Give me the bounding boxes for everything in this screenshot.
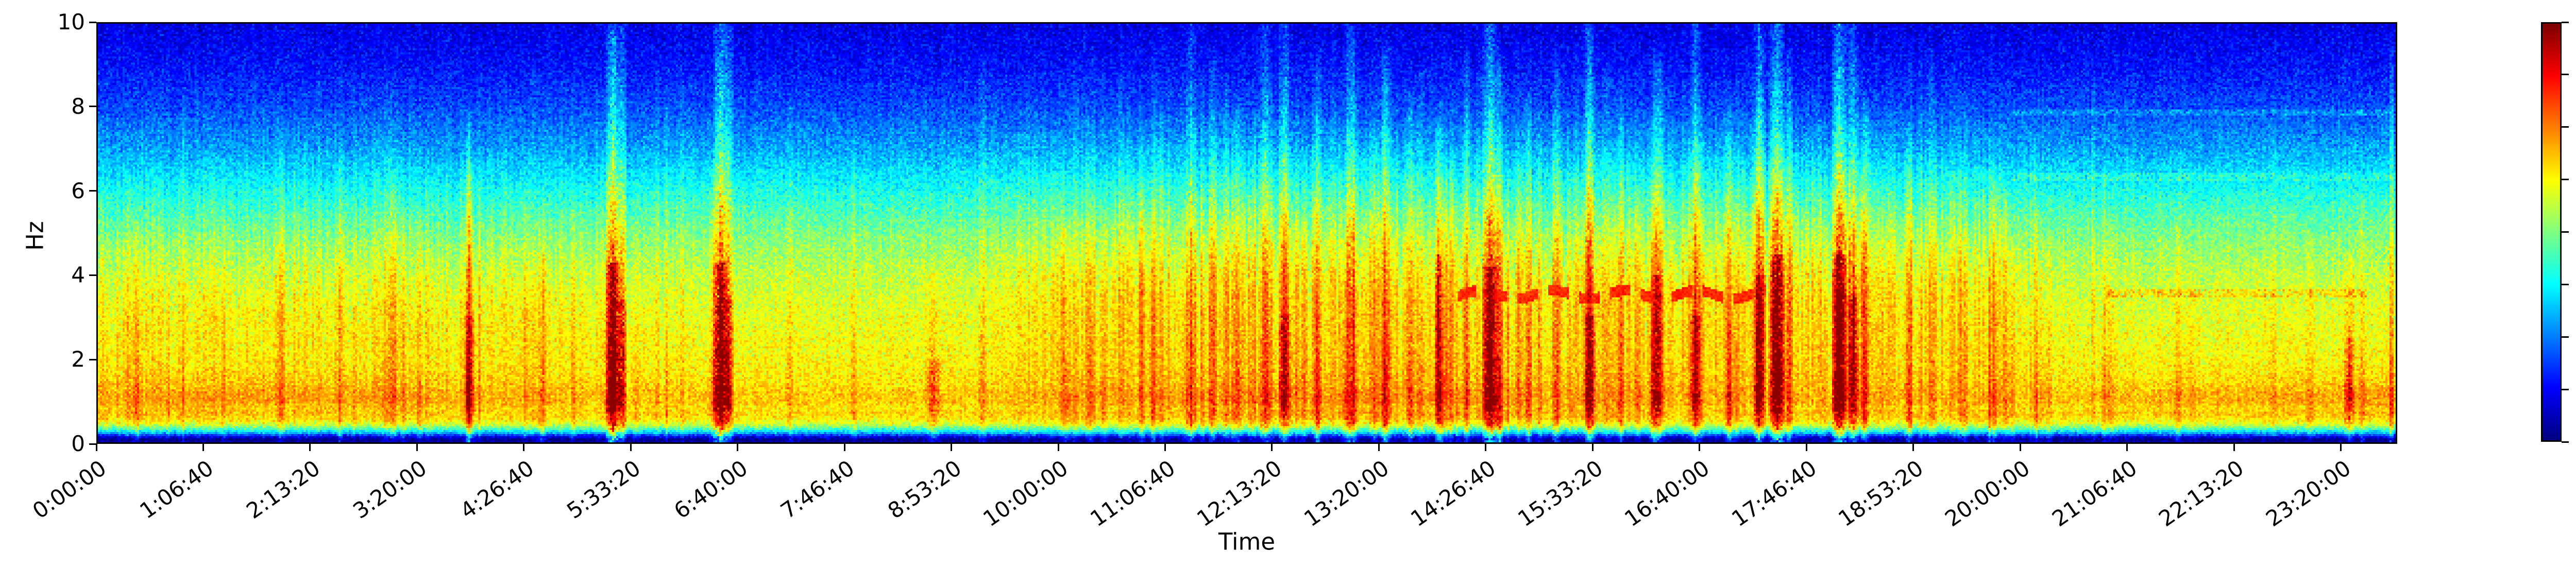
x-tick-mark (1912, 444, 1914, 451)
y-axis-title: Hz (21, 221, 49, 251)
x-tick-mark (1057, 444, 1059, 451)
x-tick-label: 2:13:20 (242, 455, 325, 524)
x-tick-label: 13:20:00 (1299, 455, 1394, 532)
x-tick-mark (1699, 444, 1701, 451)
colorbar-tick-mark (2562, 336, 2569, 338)
x-tick-mark (1805, 444, 1807, 451)
colorbar-tick-mark (2562, 21, 2569, 23)
x-tick-mark (951, 444, 953, 451)
x-tick-mark (1591, 444, 1594, 451)
x-tick-mark (1164, 444, 1166, 451)
x-tick-label: 7:46:40 (776, 455, 859, 524)
plot-area (96, 22, 2397, 444)
colorbar-tick-mark (2562, 126, 2569, 128)
x-tick-label: 14:26:40 (1406, 455, 1500, 532)
y-tick-mark (89, 274, 96, 276)
x-tick-mark (1271, 444, 1273, 451)
x-tick-mark (523, 444, 525, 451)
x-tick-label: 6:40:00 (669, 455, 752, 524)
colorbar-tick-label: -60 dB (2575, 326, 2576, 348)
x-tick-mark (2126, 444, 2128, 451)
x-tick-mark (737, 444, 739, 451)
y-tick-label: 6 (71, 178, 85, 203)
colorbar (2541, 22, 2562, 442)
x-tick-mark (843, 444, 845, 451)
x-tick-mark (416, 444, 418, 451)
spectrogram-canvas (98, 24, 2396, 442)
colorbar-tick-mark (2562, 283, 2569, 285)
x-tick-mark (309, 444, 311, 451)
y-tick-label: 0 (71, 431, 85, 456)
x-tick-mark (630, 444, 632, 451)
colorbar-tick-mark (2562, 388, 2569, 390)
colorbar-tick-label: -70 dB (2575, 378, 2576, 400)
colorbar-tick-label: -10 dB (2575, 63, 2576, 85)
x-tick-mark (2233, 444, 2235, 451)
colorbar-tick-label: -30 dB (2575, 168, 2576, 191)
colorbar-tick-label: -40 dB (2575, 221, 2576, 243)
y-tick-mark (89, 358, 96, 360)
y-tick-label: 8 (71, 93, 85, 119)
colorbar-tick-label: -50 dB (2575, 273, 2576, 295)
x-tick-label: 10:00:00 (978, 455, 1073, 532)
x-tick-label: 21:06:40 (2047, 455, 2142, 532)
colorbar-tick-mark (2562, 231, 2569, 233)
x-tick-label: 17:46:40 (1726, 455, 1821, 532)
x-tick-label: 22:13:20 (2154, 455, 2249, 532)
colorbar-tick-label: -20 dB (2575, 116, 2576, 138)
x-tick-label: 23:20:00 (2261, 455, 2355, 532)
x-tick-label: 4:26:40 (455, 455, 538, 524)
x-tick-label: 5:33:20 (562, 455, 646, 524)
x-tick-mark (2340, 444, 2342, 451)
x-tick-label: 8:53:20 (883, 455, 966, 524)
x-axis-title: Time (1218, 528, 1276, 556)
y-tick-label: 10 (57, 9, 85, 35)
colorbar-tick-label: -80 dB (2575, 431, 2576, 453)
colorbar-tick-mark (2562, 441, 2569, 443)
x-tick-label: 1:06:40 (134, 455, 218, 524)
y-tick-label: 2 (71, 347, 85, 372)
x-tick-mark (1485, 444, 1487, 451)
x-tick-label: 12:13:20 (1192, 455, 1287, 532)
colorbar-canvas (2543, 24, 2560, 440)
x-tick-mark (2019, 444, 2021, 451)
y-tick-label: 4 (71, 262, 85, 288)
x-tick-label: 16:40:00 (1620, 455, 1714, 532)
x-tick-mark (1378, 444, 1380, 451)
x-tick-label: 11:06:40 (1085, 455, 1180, 532)
y-tick-mark (89, 443, 96, 445)
x-tick-label: 20:00:00 (1940, 455, 2035, 532)
colorbar-tick-mark (2562, 179, 2569, 181)
y-tick-mark (89, 106, 96, 108)
x-tick-mark (202, 444, 204, 451)
x-tick-mark (95, 444, 97, 451)
colorbar-tick-label: +0 dB (2575, 11, 2576, 33)
x-tick-label: 18:53:20 (1834, 455, 1928, 532)
y-tick-mark (89, 21, 96, 23)
x-tick-label: 0:00:00 (28, 455, 111, 524)
x-tick-label: 3:20:00 (348, 455, 432, 524)
y-tick-mark (89, 190, 96, 192)
colorbar-tick-mark (2562, 74, 2569, 76)
x-tick-label: 15:33:20 (1513, 455, 1607, 532)
